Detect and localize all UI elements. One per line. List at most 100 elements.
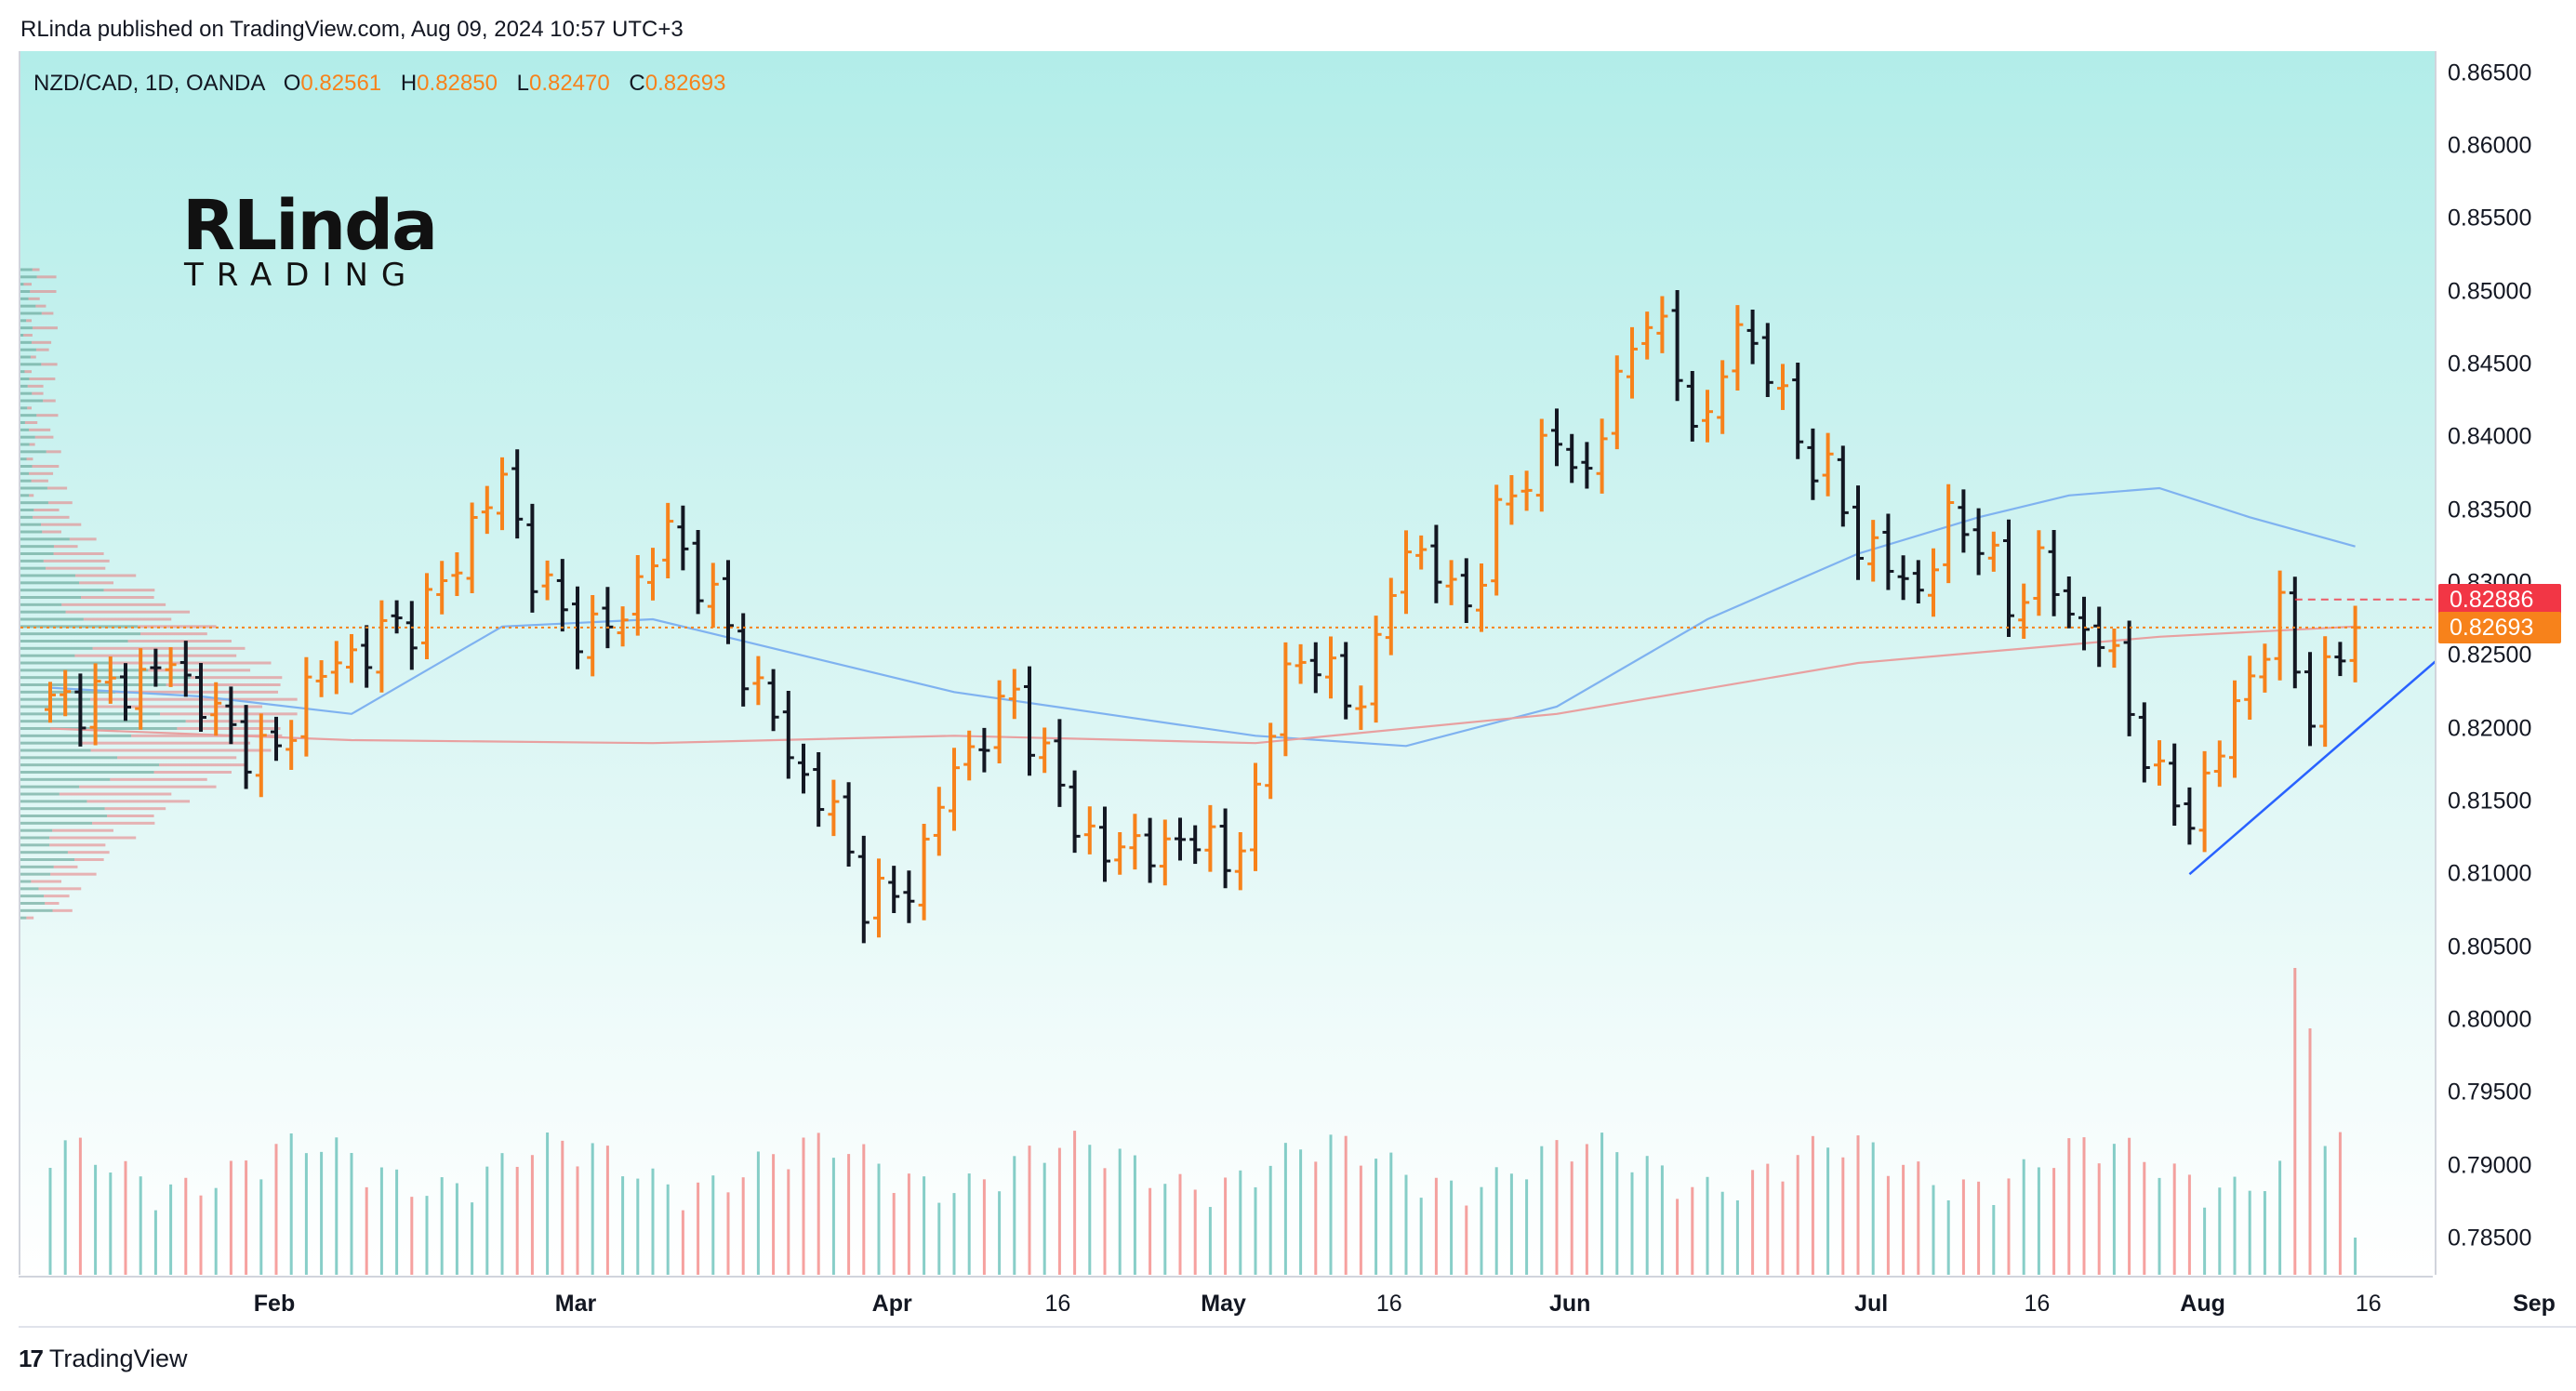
time-axis-tick-label: 16 [1375, 1291, 1402, 1317]
volume-bar [229, 1160, 232, 1275]
volume-profile-up-bar [20, 741, 83, 745]
volume-bar [2233, 1176, 2237, 1275]
volume-bar [847, 1154, 851, 1275]
volume-profile-up-bar [20, 828, 53, 832]
volume-bar [471, 1202, 474, 1275]
volume-bar [1735, 1200, 1739, 1275]
volume-bar [1193, 1189, 1197, 1275]
volume-profile-up-bar [20, 589, 104, 592]
volume-profile-down-bar [31, 340, 52, 344]
price-axis-tick-label: 0.83500 [2448, 497, 2532, 523]
volume-profile-down-bar [33, 509, 60, 511]
volume-profile-up-bar [20, 720, 186, 723]
volume-profile-up-bar [20, 428, 29, 431]
volume-bar [1781, 1181, 1785, 1275]
volume-profile-up-bar [20, 800, 87, 803]
volume-profile-up-bar [20, 501, 48, 505]
volume-profile-down-bar [131, 734, 283, 737]
volume-profile-up-bar [20, 378, 30, 380]
volume-profile-down-bar [79, 581, 114, 585]
volume-profile-down-bar [115, 690, 279, 694]
volume-profile-down-bar [26, 916, 34, 920]
volume-profile-up-bar [20, 705, 98, 709]
tradingview-brand[interactable]: 17 TradingView [19, 1345, 188, 1373]
volume-profile-down-bar [138, 625, 217, 629]
price-axis-tick-label: 0.80500 [2448, 934, 2532, 960]
volume-profile-up-bar [20, 902, 46, 905]
symbol-legend[interactable]: NZD/CAD, 1D, OANDA O0.82561 H0.82850 L0.… [33, 71, 726, 97]
logo-sub-text: TRADING [184, 257, 419, 294]
volume-profile-up-bar [20, 836, 50, 840]
volume-profile-up-bar [20, 479, 32, 483]
volume-profile-down-bar [49, 836, 137, 840]
volume-bar [1133, 1155, 1136, 1275]
open-value: 0.82561 [300, 71, 382, 96]
time-axis-tick-label: Aug [2180, 1291, 2225, 1317]
volume-profile-up-bar [20, 669, 149, 672]
volume-bar [937, 1202, 941, 1275]
chart-pane[interactable] [19, 51, 2437, 1275]
volume-profile-down-bar [36, 275, 57, 279]
price-axis-tick-label: 0.79000 [2448, 1152, 2532, 1178]
volume-bar [1766, 1163, 1770, 1275]
volume-bar [1992, 1205, 1996, 1275]
volume-profile-up-bar [20, 792, 60, 796]
price-axis-tick-label: 0.86500 [2448, 60, 2532, 86]
volume-profile-up-bar [20, 683, 166, 686]
rlinda-trading-logo: RLinda TRADING [182, 186, 438, 296]
moving-average-fast-line [49, 486, 2356, 748]
volume-profile-down-bar [46, 486, 68, 490]
volume-bar [1796, 1155, 1799, 1275]
price-axis-tick-label: 0.80000 [2448, 1006, 2532, 1033]
volume-profile-up-bar [20, 771, 154, 774]
volume-profile-down-bar [32, 465, 60, 468]
volume-bar [862, 1144, 866, 1275]
volume-bar [48, 1168, 52, 1275]
volume-bar [1088, 1145, 1092, 1275]
volume-profile-down-bar [160, 712, 298, 716]
volume-bar [1254, 1186, 1257, 1275]
time-axis-tick-label: 16 [1044, 1291, 1071, 1317]
price-axis-tick-label: 0.84000 [2448, 423, 2532, 450]
volume-profile-up-bar [20, 450, 46, 454]
volume-profile-down-bar [29, 443, 35, 446]
volume-profile-up-bar [20, 894, 45, 898]
volume-profile-down-bar [26, 319, 32, 323]
volume-bar [2158, 1177, 2161, 1275]
volume-profile-down-bar [190, 676, 283, 680]
volume-profile-down-bar [27, 406, 32, 410]
volume-bar [320, 1151, 324, 1275]
volume-profile-down-bar [53, 545, 78, 549]
price-axis[interactable]: 0.86500 0.86000 0.85500 0.85000 0.84500 0.840… [2435, 37, 2576, 1283]
volume-bar [2022, 1159, 2025, 1275]
volume-bar [952, 1193, 956, 1275]
volume-bar [923, 1176, 926, 1275]
price-axis-tick-label: 0.82500 [2448, 642, 2532, 669]
time-axis-tick-label: 16 [2355, 1291, 2382, 1317]
low-label: L [516, 71, 529, 96]
price-axis-tick-label: 0.81000 [2448, 860, 2532, 887]
time-axis[interactable]: Feb Mar Apr 16 May 16 Jun Jul 16 Aug 16 Sep [19, 1276, 2556, 1328]
volume-profile-down-bar [36, 414, 59, 417]
price-axis-tick-label: 0.84500 [2448, 351, 2532, 378]
volume-bar [2082, 1137, 2086, 1275]
volume-bar [2172, 1163, 2176, 1275]
volume-profile-up-bar [20, 406, 28, 410]
volume-bar [666, 1184, 670, 1275]
time-axis-divider [19, 1326, 2576, 1328]
volume-profile-up-bar [20, 566, 46, 570]
volume-bar [1465, 1205, 1468, 1275]
volume-bar [1359, 1165, 1362, 1275]
volume-bar [1706, 1176, 1709, 1275]
price-axis-tick-label: 0.82000 [2448, 715, 2532, 741]
volume-profile-down-bar [41, 523, 82, 526]
volume-bar [1917, 1161, 1920, 1275]
volume-profile-up-bar [20, 756, 118, 760]
volume-profile-down-bar [69, 537, 97, 541]
volume-profile-up-bar [20, 727, 178, 730]
volume-bar [2278, 1160, 2282, 1275]
volume-profile-down-bar [45, 902, 60, 905]
volume-profile-up-bar [20, 457, 27, 461]
volume-profile-down-bar [166, 683, 281, 686]
volume-bar [1042, 1162, 1046, 1275]
